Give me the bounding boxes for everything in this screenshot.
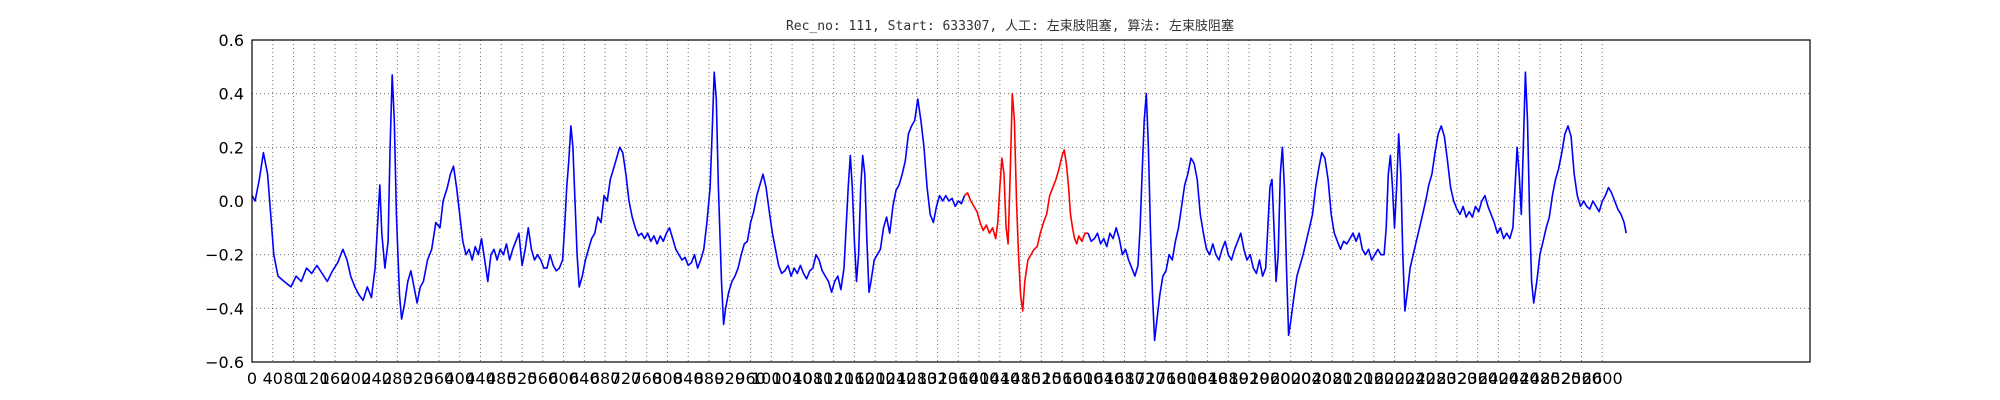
x-tick-label: 80 xyxy=(283,369,303,388)
plot-frame xyxy=(251,39,1811,363)
x-tick-label: 520 xyxy=(507,369,538,388)
x-tick-label: 2360 xyxy=(1457,369,1498,388)
x-tick-label: 2600 xyxy=(1582,369,1623,388)
x-tick-label: 760 xyxy=(631,369,662,388)
x-tick-label: 2520 xyxy=(1540,369,1581,388)
x-tick-label: 480 xyxy=(486,369,517,388)
x-tick-label: 2160 xyxy=(1353,369,1394,388)
x-tick-label: 1720 xyxy=(1125,369,1166,388)
x-tick-label: 1280 xyxy=(896,369,937,388)
x-tick-label: 240 xyxy=(361,369,392,388)
x-tick-label: 1320 xyxy=(917,369,958,388)
x-tick-label: 1200 xyxy=(855,369,896,388)
y-tick-label: 0.4 xyxy=(219,85,244,104)
x-tick-label: 880 xyxy=(694,369,725,388)
x-tick-label: 400 xyxy=(444,369,475,388)
x-tick-label: 840 xyxy=(673,369,704,388)
x-tick-label: 2440 xyxy=(1499,369,1540,388)
x-tick-label: 2040 xyxy=(1291,369,1332,388)
x-tick-label: 1800 xyxy=(1166,369,1207,388)
series-group xyxy=(251,71,1627,342)
x-tick-label: 1840 xyxy=(1187,369,1228,388)
x-tick-label: 2080 xyxy=(1312,369,1353,388)
x-tick-label: 1640 xyxy=(1083,369,1124,388)
x-tick-label: 1560 xyxy=(1042,369,1083,388)
x-tick-label: 1240 xyxy=(876,369,917,388)
x-tick-label: 440 xyxy=(465,369,496,388)
y-tick-label: 0.0 xyxy=(219,192,244,211)
x-tick-label: 560 xyxy=(528,369,559,388)
x-tick-label: 2000 xyxy=(1270,369,1311,388)
x-tick-label: 920 xyxy=(715,369,746,388)
series-line-0 xyxy=(251,71,966,326)
x-tick-label: 2200 xyxy=(1374,369,1415,388)
x-tick-label: 1960 xyxy=(1250,369,1291,388)
x-tick-label: 800 xyxy=(652,369,683,388)
x-tick-label: 1360 xyxy=(938,369,979,388)
x-tick-label: 1160 xyxy=(834,369,875,388)
x-tick-label: 1600 xyxy=(1063,369,1104,388)
x-tick-label: 2240 xyxy=(1395,369,1436,388)
x-tick-label: 0 xyxy=(247,369,257,388)
x-tick-label: 720 xyxy=(611,369,642,388)
y-tick-label: 0.2 xyxy=(219,138,244,157)
x-tick-label: 2320 xyxy=(1436,369,1477,388)
x-tick-label: 2480 xyxy=(1520,369,1561,388)
x-tick-label: 1760 xyxy=(1146,369,1187,388)
x-tick-label: 1520 xyxy=(1021,369,1062,388)
x-tick-label: 1000 xyxy=(751,369,792,388)
x-tick-label: 40 xyxy=(263,369,283,388)
y-tick-label: 0.6 xyxy=(219,31,244,50)
x-tick-label: 1880 xyxy=(1208,369,1249,388)
x-tick-label: 640 xyxy=(569,369,600,388)
x-tick-label: 2280 xyxy=(1416,369,1457,388)
x-tick-label: 360 xyxy=(424,369,455,388)
x-tick-label: 600 xyxy=(548,369,579,388)
x-tick-label: 1480 xyxy=(1000,369,1041,388)
series-line-2 xyxy=(1087,71,1627,342)
x-tick-label: 2120 xyxy=(1333,369,1374,388)
x-tick-label: 1920 xyxy=(1229,369,1270,388)
series-line-1 xyxy=(963,92,1089,312)
y-axis-ticks: 0.6 0.4 0.2 0.0 −0.2 −0.4 −0.6 xyxy=(205,31,244,372)
x-tick-label: 1120 xyxy=(813,369,854,388)
x-tick-label: 2560 xyxy=(1561,369,1602,388)
chart-title: Rec_no: 111, Start: 633307, 人工: 左束肢阻塞, 算… xyxy=(786,18,1234,34)
x-tick-label: 1680 xyxy=(1104,369,1145,388)
x-tick-label: 1040 xyxy=(772,369,813,388)
x-tick-label: 960 xyxy=(735,369,766,388)
x-tick-label: 320 xyxy=(403,369,434,388)
x-tick-label: 200 xyxy=(341,369,372,388)
y-tick-label: −0.6 xyxy=(205,353,244,372)
x-tick-label: 280 xyxy=(382,369,413,388)
x-axis-ticks: 0 40 8012016020024028032036040044048052056… xyxy=(247,369,1623,388)
x-tick-label: 1400 xyxy=(959,369,1000,388)
x-tick-label: 1440 xyxy=(979,369,1020,388)
x-tick-label: 680 xyxy=(590,369,621,388)
y-tick-label: −0.2 xyxy=(205,246,244,265)
x-tick-label: 160 xyxy=(320,369,351,388)
x-tick-label: 1080 xyxy=(793,369,834,388)
grid xyxy=(252,40,1810,362)
x-tick-label: 2400 xyxy=(1478,369,1519,388)
y-tick-label: −0.4 xyxy=(205,299,244,318)
x-tick-label: 120 xyxy=(299,369,330,388)
